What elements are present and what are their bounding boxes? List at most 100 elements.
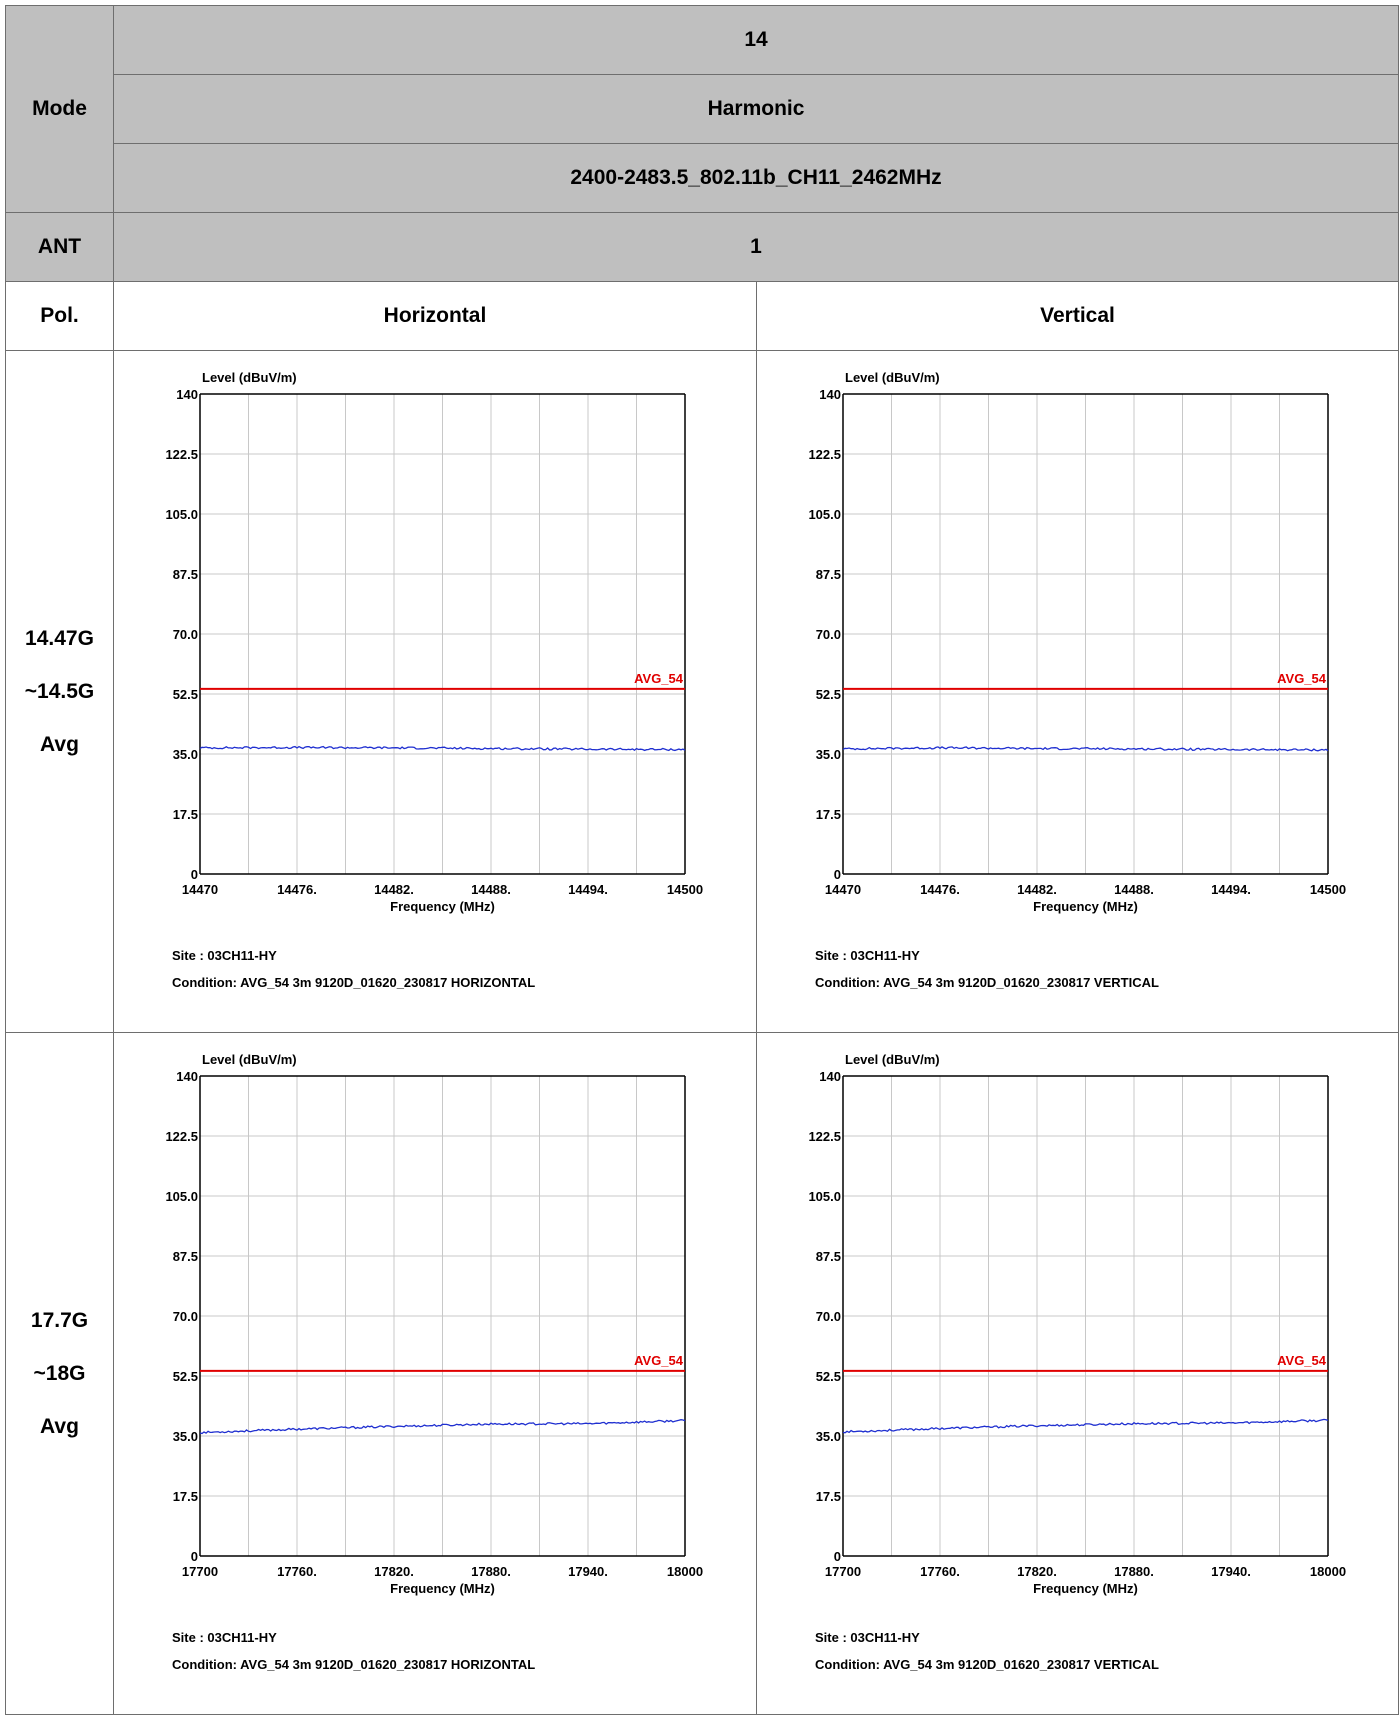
y-tick-label: 70.0 — [815, 1309, 840, 1324]
row-label-line: ~18G — [33, 1362, 86, 1385]
chart-cell: 0 17.5 35.0 52.5 70.0 87.5 105.0 122.5 140 17700 1… — [755, 1032, 1400, 1715]
x-tick-label: 17940. — [568, 1564, 608, 1579]
y-tick-label: 122.5 — [165, 447, 198, 462]
series-line — [199, 1418, 686, 1434]
limit-label: AVG_54 — [1277, 1352, 1327, 1367]
y-tick-label: 87.5 — [815, 1249, 840, 1264]
row-label-line: 14.47G — [25, 627, 94, 650]
y-tick-label: 87.5 — [173, 567, 198, 582]
y-tick-label: 0 — [191, 1549, 198, 1564]
x-tick-label: 14494. — [568, 882, 608, 897]
condition-text: Condition: AVG_54 3m 9120D_01620_230817 … — [815, 975, 1159, 990]
site-text: Site : 03CH11-HY — [172, 948, 277, 963]
y-axis-title: Level (dBuV/m) — [202, 370, 297, 385]
y-tick-label: 122.5 — [808, 447, 841, 462]
chart-17700-vertical: 0 17.5 35.0 52.5 70.0 87.5 105.0 122.5 140 17700 1… — [808, 1052, 1346, 1672]
row-label-line: 17.7G — [30, 1309, 89, 1332]
x-tick-label: 14470 — [824, 882, 860, 897]
y-tick-label: 140 — [819, 387, 841, 402]
y-tick-label: 35.0 — [815, 747, 840, 762]
x-tick-label: 14470 — [182, 882, 218, 897]
y-tick-label: 17.5 — [815, 807, 840, 822]
limit-label: AVG_54 — [1277, 670, 1327, 685]
y-tick-label: 87.5 — [173, 1249, 198, 1264]
x-tick-label: 17820. — [374, 1564, 414, 1579]
y-tick-label: 122.5 — [165, 1129, 198, 1144]
x-tick-label: 17700 — [824, 1564, 860, 1579]
y-tick-label: 140 — [176, 387, 198, 402]
condition-text: Condition: AVG_54 3m 9120D_01620_230817 … — [172, 1657, 535, 1672]
pol-vertical: Vertical — [755, 281, 1400, 351]
x-tick-label: 14494. — [1211, 882, 1251, 897]
pol-horizontal: Horizontal — [113, 281, 757, 351]
mode-line-1: 14 — [112, 5, 1400, 75]
x-axis-title: Frequency (MHz) — [390, 899, 495, 914]
x-tick-label: 18000 — [667, 1564, 703, 1579]
y-tick-label: 0 — [833, 1549, 840, 1564]
mode-line-3: 2400-2483.5_802.11b_CH11_2462MHz — [112, 143, 1400, 213]
y-axis-title: Level (dBuV/m) — [202, 1052, 297, 1067]
y-tick-label: 52.5 — [173, 1369, 198, 1384]
mode-header: Mode — [32, 97, 87, 120]
chart-cell: 0 17.5 35.0 52.5 70.0 87.5 105.0 122.5 140 17700 1… — [113, 1032, 757, 1715]
x-axis-title: Frequency (MHz) — [1033, 1581, 1138, 1596]
y-tick-label: 70.0 — [815, 627, 840, 642]
x-tick-label: 14482. — [374, 882, 414, 897]
y-tick-label: 87.5 — [815, 567, 840, 582]
ant-header: ANT — [5, 212, 114, 282]
row-label-2: 17.7G ~18G Avg — [5, 1032, 114, 1715]
site-text: Site : 03CH11-HY — [815, 948, 920, 963]
condition-text: Condition: AVG_54 3m 9120D_01620_230817 … — [815, 1657, 1159, 1672]
y-tick-label: 17.5 — [173, 807, 198, 822]
x-tick-label: 14476. — [277, 882, 317, 897]
x-tick-label: 18000 — [1309, 1564, 1345, 1579]
x-tick-label: 17760. — [277, 1564, 317, 1579]
row-label-line: Avg — [40, 733, 79, 756]
pol-header: Pol. — [5, 281, 114, 351]
x-tick-label: 14500 — [667, 882, 703, 897]
chart-cell: 0 17.5 35.0 52.5 70.0 87.5 105.0 122.5 140 14470 1… — [755, 350, 1400, 1033]
x-tick-label: 14500 — [1309, 882, 1345, 897]
y-tick-label: 52.5 — [173, 687, 198, 702]
y-tick-label: 35.0 — [173, 747, 198, 762]
x-tick-label: 17880. — [471, 1564, 511, 1579]
y-tick-label: 70.0 — [173, 1309, 198, 1324]
y-tick-label: 105.0 — [808, 1189, 841, 1204]
series-line — [842, 745, 1328, 752]
y-axis-title: Level (dBuV/m) — [845, 370, 940, 385]
x-axis-title: Frequency (MHz) — [1033, 899, 1138, 914]
condition-text: Condition: AVG_54 3m 9120D_01620_230817 … — [172, 975, 535, 990]
x-tick-label: 17700 — [182, 1564, 218, 1579]
y-tick-label: 17.5 — [173, 1489, 198, 1504]
x-tick-label: 14488. — [1114, 882, 1154, 897]
y-tick-label: 105.0 — [165, 507, 198, 522]
y-tick-label: 35.0 — [815, 1429, 840, 1444]
y-tick-label: 0 — [833, 867, 840, 882]
x-tick-label: 14476. — [920, 882, 960, 897]
x-tick-label: 17820. — [1017, 1564, 1057, 1579]
chart-17700-horizontal: 0 17.5 35.0 52.5 70.0 87.5 105.0 122.5 140 17700 1… — [165, 1052, 703, 1672]
row-label-1: 14.47G ~14.5G Avg — [5, 350, 114, 1033]
site-text: Site : 03CH11-HY — [815, 1630, 920, 1645]
y-tick-label: 70.0 — [173, 627, 198, 642]
site-text: Site : 03CH11-HY — [172, 1630, 277, 1645]
y-axis-title: Level (dBuV/m) — [845, 1052, 940, 1067]
series-line — [842, 1418, 1328, 1434]
row-label-line: Avg — [40, 1415, 79, 1438]
series-line — [199, 745, 686, 751]
chart-14470-vertical: 0 17.5 35.0 52.5 70.0 87.5 105.0 122.5 140 14470 1… — [808, 370, 1346, 990]
chart-cell: 0 17.5 35.0 52.5 70.0 87.5 105.0 122.5 140 14470 1… — [113, 350, 757, 1033]
mode-header-cell: Mode — [5, 5, 114, 213]
limit-label: AVG_54 — [634, 1352, 684, 1367]
y-tick-label: 0 — [191, 867, 198, 882]
x-tick-label: 17880. — [1114, 1564, 1154, 1579]
x-tick-label: 17940. — [1211, 1564, 1251, 1579]
y-tick-label: 122.5 — [808, 1129, 841, 1144]
mode-line-2: Harmonic — [112, 74, 1400, 144]
report-table: Mode 14 Harmonic 2400-2483.5_802.11b_CH1… — [5, 5, 1400, 1715]
x-tick-label: 14482. — [1017, 882, 1057, 897]
x-tick-label: 17760. — [920, 1564, 960, 1579]
y-tick-label: 35.0 — [173, 1429, 198, 1444]
y-tick-label: 52.5 — [815, 687, 840, 702]
limit-label: AVG_54 — [634, 670, 684, 685]
